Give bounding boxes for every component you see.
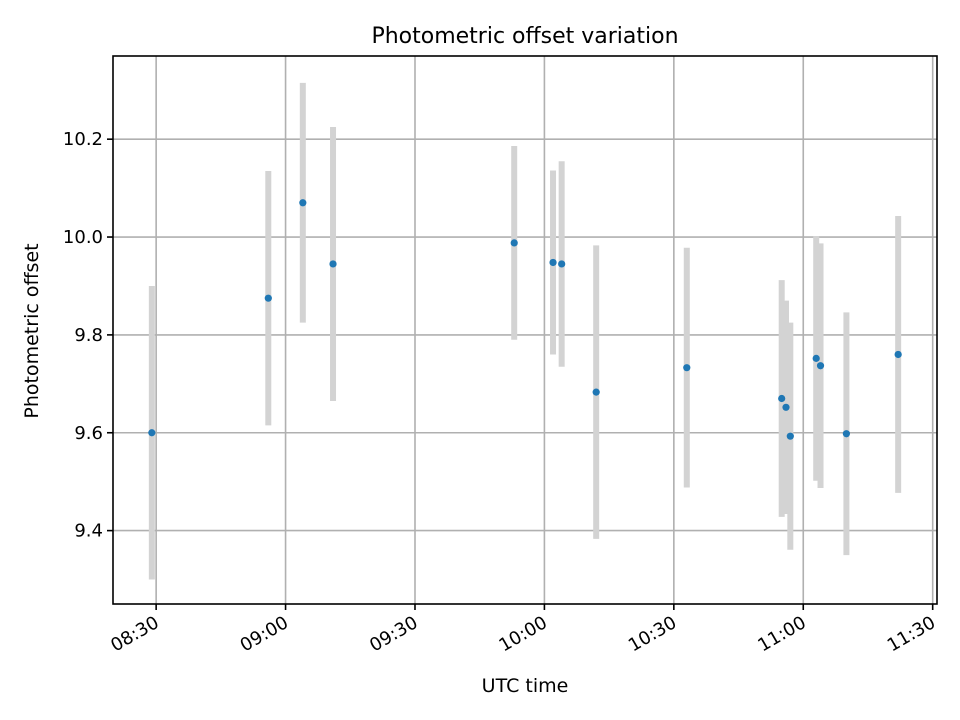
x-tick-label: 11:00: [754, 612, 809, 656]
data-point: [782, 403, 790, 411]
y-tick-label: 10.2: [63, 129, 103, 150]
data-point: [510, 239, 518, 247]
x-tick-label: 10:00: [495, 612, 550, 656]
axis-ticks: 08:30 09:00 09:30 10:00 10:30 11:00 11:30 9.4 9.…: [63, 129, 939, 656]
x-tick-label: 09:30: [366, 612, 421, 656]
x-tick-label: 08:30: [107, 612, 162, 656]
data-point: [842, 430, 851, 438]
data-point: [894, 350, 902, 359]
x-tick-label: 11:30: [884, 612, 939, 656]
x-axis-label: UTC time: [482, 675, 569, 697]
x-tick-label: 10:30: [625, 612, 680, 656]
x-tick-label: 09:00: [237, 612, 292, 656]
data-point: [299, 199, 307, 207]
data-point: [812, 354, 820, 362]
y-tick-label: 10.0: [63, 227, 103, 248]
data-point: [549, 258, 557, 267]
data-point: [329, 260, 337, 268]
chart-title: Photometric offset variation: [371, 24, 678, 49]
y-tick-label: 9.6: [74, 423, 103, 444]
y-tick-label: 9.4: [74, 521, 103, 542]
data-point: [786, 432, 794, 440]
data-point: [264, 294, 272, 302]
plot-frame: [112, 55, 938, 605]
data-point: [558, 260, 566, 268]
y-tick-label: 9.8: [74, 325, 103, 346]
data-points: [148, 199, 902, 440]
grid-lines: [113, 56, 937, 604]
data-point: [816, 362, 825, 370]
y-axis-label: Photometric offset: [21, 243, 43, 418]
data-point: [778, 394, 786, 403]
error-bars: [148, 82, 902, 580]
data-point: [592, 388, 600, 396]
data-point: [683, 364, 691, 372]
data-point: [148, 429, 156, 437]
